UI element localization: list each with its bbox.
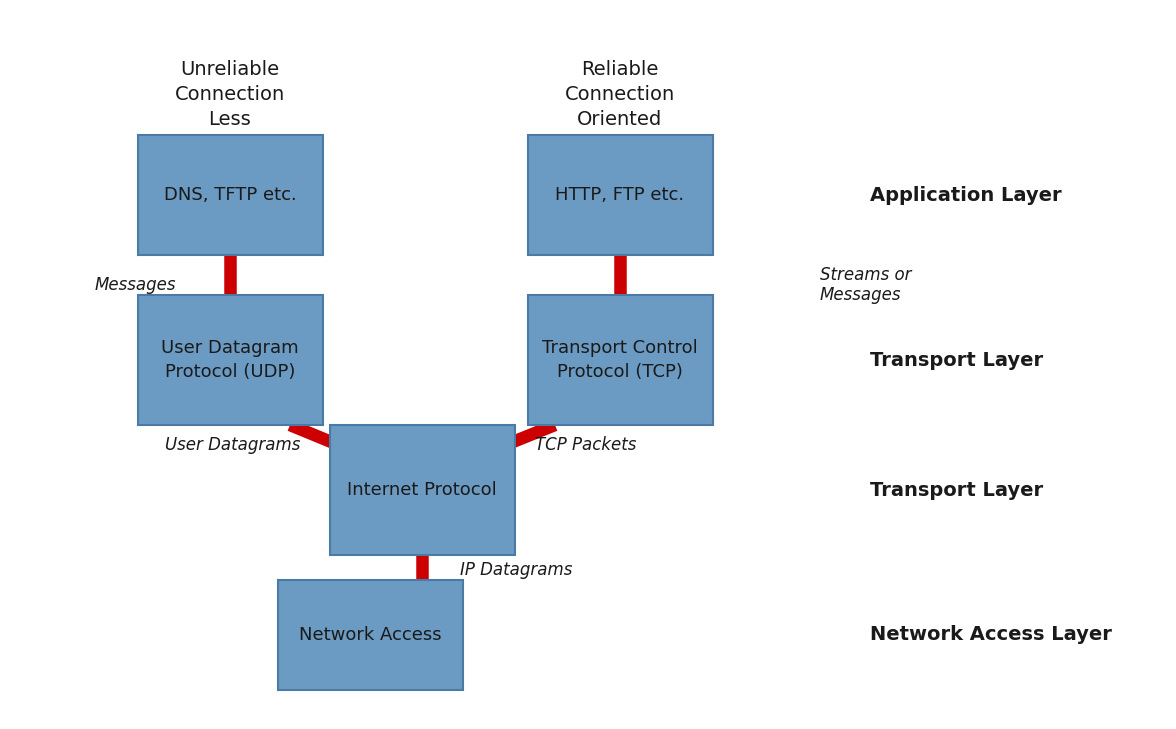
Text: Transport Layer: Transport Layer xyxy=(870,480,1043,499)
Text: User Datagrams: User Datagrams xyxy=(165,436,300,454)
Text: Reliable
Connection
Oriented: Reliable Connection Oriented xyxy=(564,60,675,129)
Text: DNS, TFTP etc.: DNS, TFTP etc. xyxy=(163,186,296,204)
Text: IP Datagrams: IP Datagrams xyxy=(460,561,573,579)
Bar xyxy=(528,135,713,255)
Bar xyxy=(528,295,713,425)
Text: User Datagram
Protocol (UDP): User Datagram Protocol (UDP) xyxy=(161,339,299,381)
Text: Transport Layer: Transport Layer xyxy=(870,351,1043,370)
Bar xyxy=(329,425,515,555)
Text: Network Access Layer: Network Access Layer xyxy=(870,625,1111,644)
Text: Transport Control
Protocol (TCP): Transport Control Protocol (TCP) xyxy=(542,339,697,381)
Text: Streams or
Messages: Streams or Messages xyxy=(820,265,911,305)
Text: Application Layer: Application Layer xyxy=(870,185,1062,205)
Text: Network Access: Network Access xyxy=(299,626,441,644)
Text: Unreliable
Connection
Less: Unreliable Connection Less xyxy=(175,60,285,129)
Bar xyxy=(138,135,322,255)
Bar xyxy=(138,295,322,425)
Text: Messages: Messages xyxy=(95,276,176,294)
Text: TCP Packets: TCP Packets xyxy=(535,436,636,454)
Text: Internet Protocol: Internet Protocol xyxy=(347,481,497,499)
Text: HTTP, FTP etc.: HTTP, FTP etc. xyxy=(555,186,684,204)
Bar xyxy=(278,580,462,690)
